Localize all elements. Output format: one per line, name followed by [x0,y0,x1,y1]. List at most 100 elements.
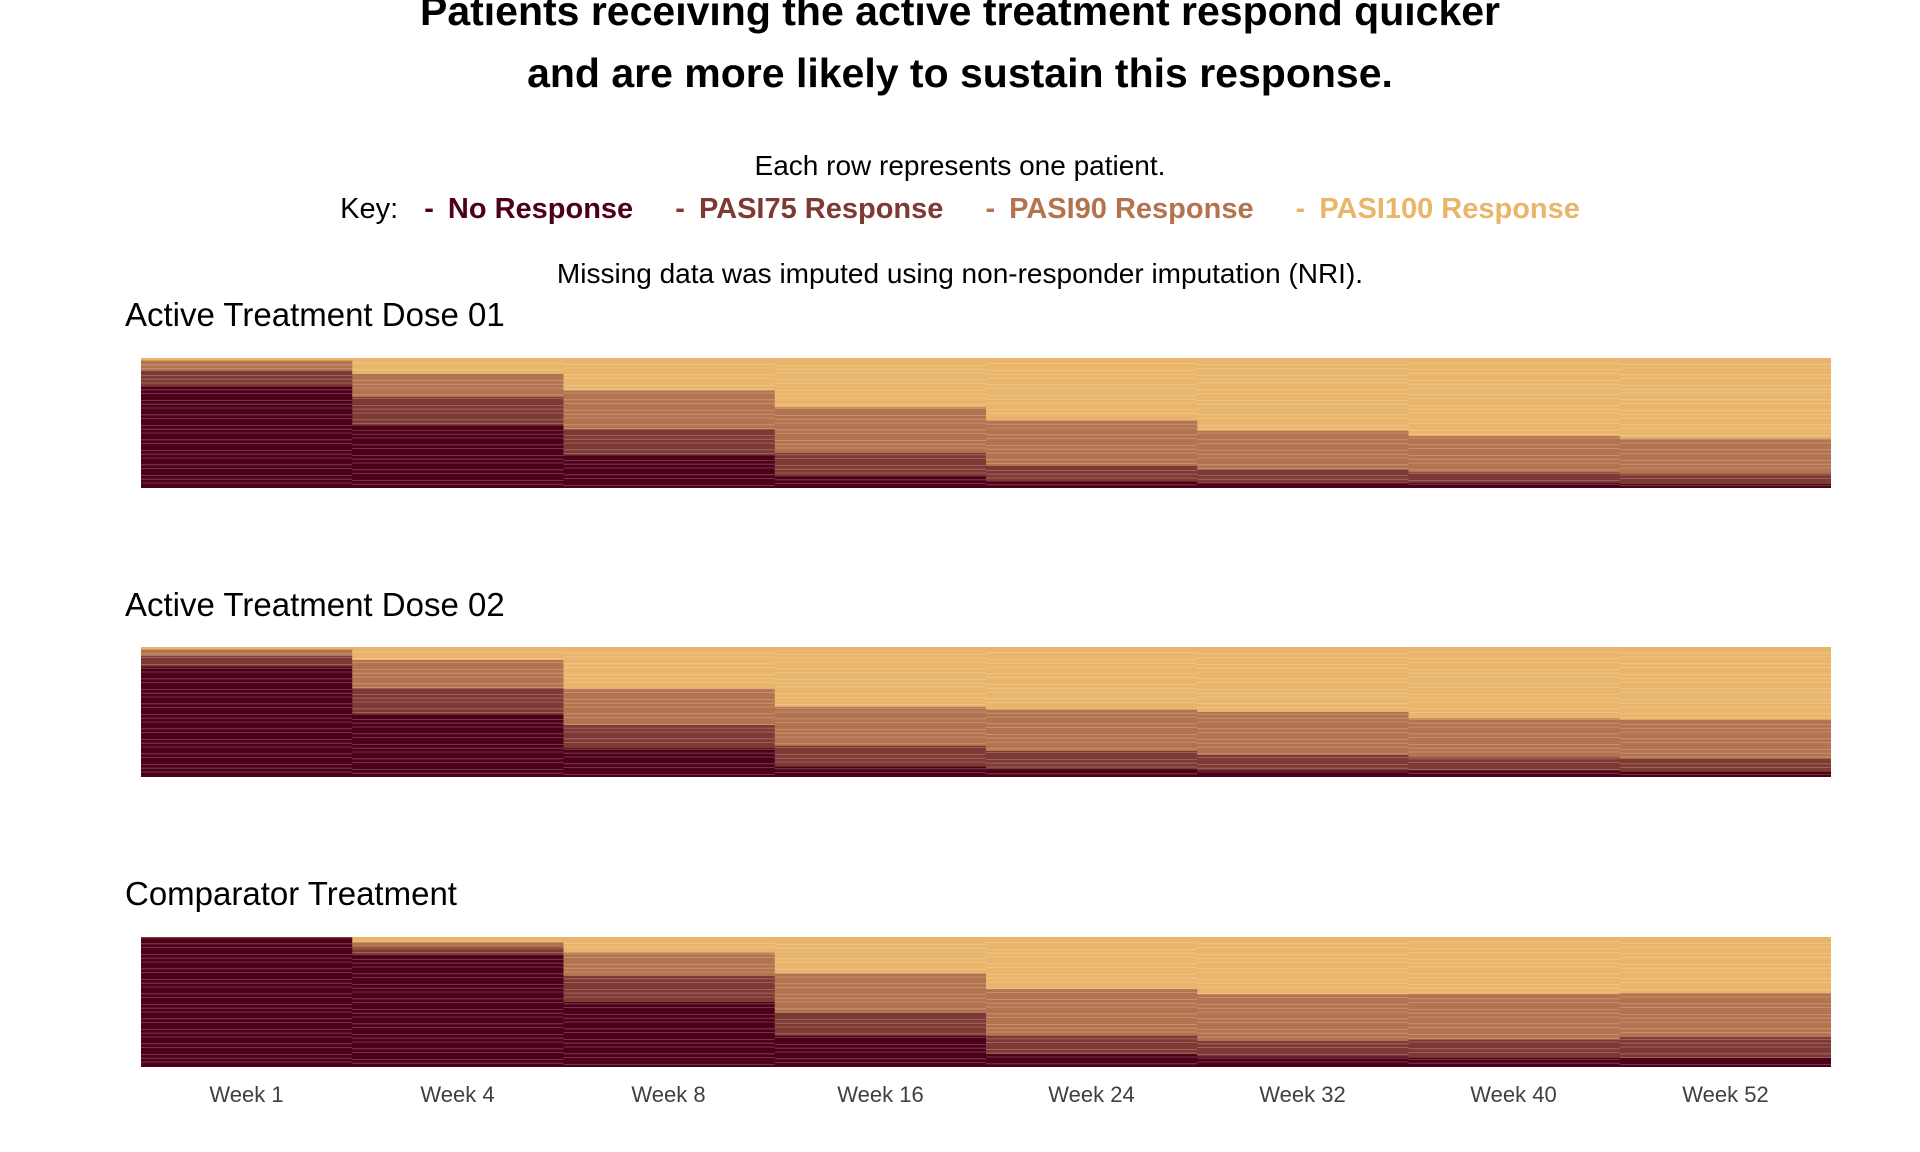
x-tick-week-52: Week 52 [1682,1082,1769,1107]
legend-item-pasi75: - PASI75 Response [675,193,944,225]
cell-active-treatment-dose-02-week-32-pasi75-response [1197,754,1410,771]
cell-active-treatment-dose-02-week-16-pasi100-response [774,647,987,708]
cell-active-treatment-dose-02-week-52-pasi75-response [1619,758,1831,773]
cell-active-treatment-dose-01-week-24-no-response [986,481,1198,488]
cell-active-treatment-dose-01-week-52-no-response [1619,484,1831,488]
x-tick-week-24: Week 24 [1048,1082,1135,1107]
cell-active-treatment-dose-02-week-4-pasi90-response [352,660,565,689]
cell-active-treatment-dose-02-week-16-pasi90-response [774,706,987,747]
cell-active-treatment-dose-01-week-1-pasi90-response [141,360,353,372]
cell-comparator-treatment-week-16-pasi75-response [774,1012,987,1037]
cell-comparator-treatment-week-52-pasi75-response [1619,1037,1831,1059]
cell-comparator-treatment-week-1-no-response [141,938,353,1067]
cell-comparator-treatment-week-40-pasi100-response [1408,937,1621,995]
heatmap-svg-comparator [141,937,1831,1067]
legend-item-no-response: - No Response [424,193,634,225]
cell-active-treatment-dose-01-week-16-no-response [774,476,987,488]
cell-active-treatment-dose-01-week-1-pasi75-response [141,371,353,387]
panel-title-dose-01: Active Treatment Dose 01 [125,296,505,333]
x-tick-week-4: Week 4 [420,1082,495,1107]
cell-active-treatment-dose-01-week-24-pasi90-response [986,420,1198,467]
x-tick-week-40: Week 40 [1470,1082,1557,1107]
cell-active-treatment-dose-02-week-24-pasi100-response [986,647,1198,710]
title-line-2: and are more likely to sustain this resp… [527,50,1393,96]
cell-active-treatment-dose-02-week-1-no-response [141,666,353,777]
cell-comparator-treatment-week-40-pasi90-response [1408,994,1621,1041]
cell-comparator-treatment-week-40-pasi75-response [1408,1039,1621,1059]
cell-comparator-treatment-week-52-pasi90-response [1619,992,1831,1038]
cell-active-treatment-dose-02-week-8-pasi90-response [563,688,776,726]
cell-comparator-treatment-week-4-pasi100-response [352,937,565,943]
heatmap-comparator [141,937,1831,1067]
cell-active-treatment-dose-02-week-16-pasi75-response [774,745,987,767]
cell-active-treatment-dose-02-week-24-pasi75-response [986,751,1198,770]
cell-comparator-treatment-week-32-pasi100-response [1197,937,1410,995]
cell-comparator-treatment-week-24-pasi100-response [986,937,1198,990]
cell-active-treatment-dose-01-week-8-no-response [563,455,776,488]
cell-active-treatment-dose-01-week-32-pasi100-response [1197,358,1410,432]
cell-active-treatment-dose-02-week-1-pasi90-response [141,649,353,657]
cell-active-treatment-dose-01-week-40-pasi90-response [1408,436,1621,473]
cell-active-treatment-dose-01-week-40-pasi100-response [1408,358,1621,437]
cell-comparator-treatment-week-8-pasi90-response [563,952,776,977]
cell-active-treatment-dose-01-week-16-pasi75-response [774,452,987,477]
cell-active-treatment-dose-01-week-8-pasi100-response [563,358,776,391]
cell-active-treatment-dose-01-week-4-no-response [352,425,565,488]
cell-active-treatment-dose-02-week-24-pasi90-response [986,709,1198,752]
cell-active-treatment-dose-02-week-4-pasi100-response [352,647,565,661]
legend-item-pasi100: - PASI100 Response [1295,193,1580,225]
legend-item-pasi90: - PASI90 Response [985,193,1254,225]
cell-active-treatment-dose-01-week-32-no-response [1197,482,1410,488]
x-tick-week-8: Week 8 [631,1082,706,1107]
cell-active-treatment-dose-01-week-1-pasi100-response [141,358,353,361]
cell-active-treatment-dose-01-week-52-pasi90-response [1619,438,1831,475]
cell-active-treatment-dose-02-week-24-no-response [986,769,1198,777]
cell-active-treatment-dose-02-week-40-pasi100-response [1408,647,1621,719]
cell-active-treatment-dose-01-week-8-pasi90-response [563,390,776,430]
panel-title-dose-02: Active Treatment Dose 02 [125,586,505,623]
cell-active-treatment-dose-01-week-52-pasi75-response [1619,473,1831,485]
cell-active-treatment-dose-01-week-1-no-response [141,386,353,488]
cell-active-treatment-dose-01-week-32-pasi90-response [1197,430,1410,471]
cell-active-treatment-dose-02-week-8-pasi100-response [563,647,776,689]
cell-comparator-treatment-week-16-pasi90-response [774,973,987,1013]
cell-active-treatment-dose-01-week-16-pasi100-response [774,358,987,408]
cell-active-treatment-dose-01-week-52-pasi100-response [1619,358,1831,439]
panel-title-comparator: Comparator Treatment [125,875,457,912]
cell-active-treatment-dose-02-week-32-pasi100-response [1197,647,1410,713]
cell-comparator-treatment-week-24-pasi75-response [986,1035,1198,1055]
cell-active-treatment-dose-01-week-8-pasi75-response [563,429,776,456]
cell-comparator-treatment-week-4-no-response [352,955,565,1067]
title-line-1: Patients receiving the active treatment … [419,0,1501,34]
legend: Key: - No Response - PASI75 Response - PASI… [0,193,1920,226]
cell-comparator-treatment-week-16-no-response [774,1035,987,1067]
cell-active-treatment-dose-01-week-4-pasi90-response [352,373,565,398]
cell-active-treatment-dose-02-week-8-pasi75-response [563,725,776,749]
heatmap-dose-01 [141,358,1831,488]
cell-active-treatment-dose-01-week-40-pasi75-response [1408,472,1621,484]
cell-active-treatment-dose-02-week-16-no-response [774,766,987,777]
cell-comparator-treatment-week-32-pasi75-response [1197,1041,1410,1057]
cell-comparator-treatment-week-8-pasi75-response [563,976,776,1003]
cell-active-treatment-dose-02-week-40-pasi90-response [1408,718,1621,758]
cell-comparator-treatment-week-52-pasi100-response [1619,937,1831,994]
cell-active-treatment-dose-01-week-4-pasi75-response [352,397,565,426]
cell-comparator-treatment-week-40-no-response [1408,1057,1621,1067]
cell-active-treatment-dose-02-week-52-pasi100-response [1619,647,1831,721]
cell-active-treatment-dose-02-week-40-pasi75-response [1408,757,1621,771]
cell-active-treatment-dose-02-week-4-no-response [352,714,565,777]
cell-active-treatment-dose-01-week-24-pasi100-response [986,358,1198,421]
cell-comparator-treatment-week-1-pasi75-response [141,937,353,939]
cell-active-treatment-dose-01-week-16-pasi90-response [774,407,987,454]
cell-comparator-treatment-week-16-pasi100-response [774,937,987,974]
cell-comparator-treatment-week-4-pasi75-response [352,947,565,956]
heatmap-svg-dose-01 [141,358,1831,488]
cell-active-treatment-dose-02-week-32-no-response [1197,770,1410,777]
cell-active-treatment-dose-02-week-52-pasi90-response [1619,719,1831,760]
cell-active-treatment-dose-01-week-32-pasi75-response [1197,469,1410,484]
cell-active-treatment-dose-02-week-1-pasi75-response [141,656,353,667]
cell-comparator-treatment-week-24-no-response [986,1054,1198,1067]
cell-active-treatment-dose-02-week-1-pasi100-response [141,647,353,650]
cell-active-treatment-dose-02-week-40-no-response [1408,770,1621,777]
x-tick-week-1: Week 1 [209,1082,284,1107]
